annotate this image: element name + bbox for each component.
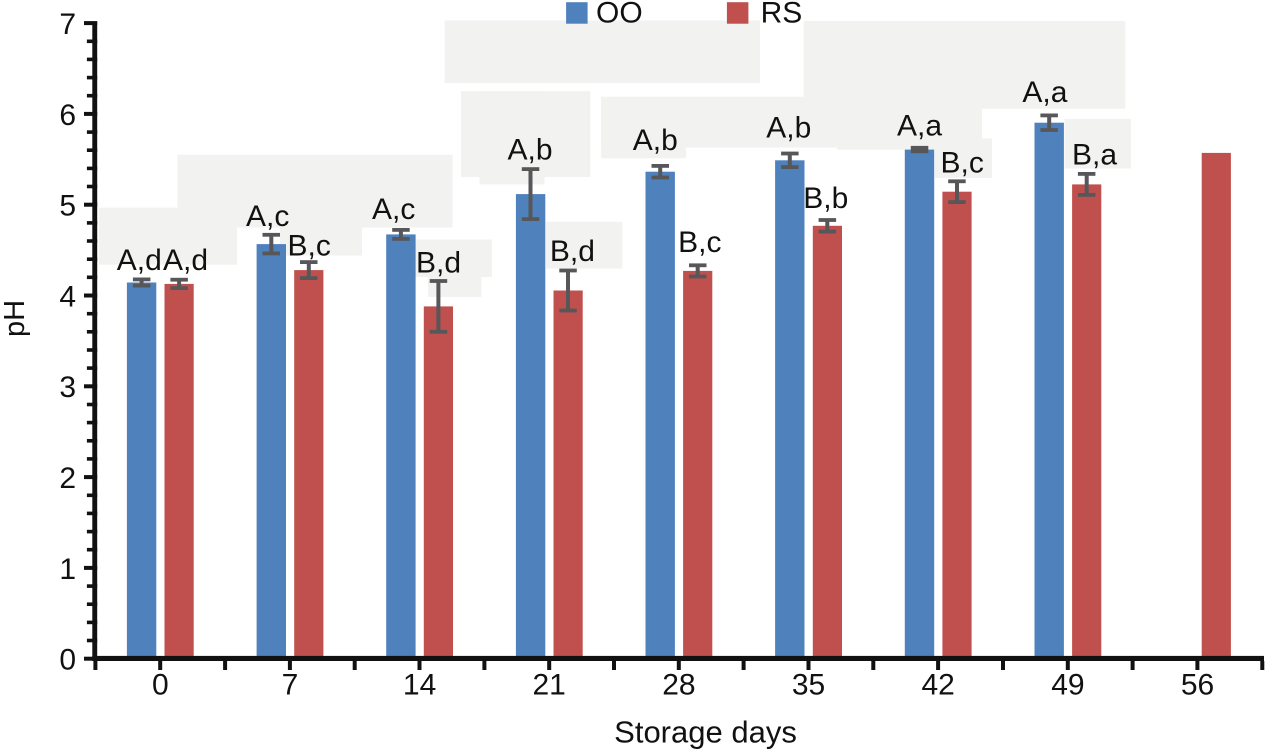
svg-text:B,c: B,c [941,147,984,180]
svg-text:Storage days: Storage days [614,715,797,749]
svg-text:A,a: A,a [897,109,942,142]
svg-text:OO: OO [596,0,643,30]
svg-text:0: 0 [59,644,76,677]
svg-text:56: 56 [1181,669,1214,702]
svg-text:B,c: B,c [678,226,721,259]
svg-text:A,c: A,c [246,200,289,233]
svg-text:6: 6 [59,99,76,132]
svg-text:A,c: A,c [372,193,415,226]
svg-text:4: 4 [59,280,76,313]
svg-text:RS: RS [761,0,803,30]
svg-text:A,b: A,b [766,112,811,145]
svg-text:7: 7 [282,669,299,702]
svg-text:5: 5 [59,190,76,223]
svg-text:14: 14 [403,669,436,702]
svg-text:3: 3 [59,371,76,404]
svg-text:B,a: B,a [1072,138,1117,171]
svg-text:B,c: B,c [288,230,331,263]
svg-text:7: 7 [59,8,76,41]
svg-text:1: 1 [59,553,76,586]
svg-text:0: 0 [152,669,169,702]
svg-text:A,d: A,d [117,244,162,277]
svg-text:A,d: A,d [163,244,208,277]
svg-text:49: 49 [1051,669,1084,702]
svg-text:42: 42 [922,669,955,702]
svg-text:B,b: B,b [803,182,848,215]
svg-text:2: 2 [59,462,76,495]
svg-text:A,b: A,b [633,124,678,157]
svg-text:B,d: B,d [416,247,461,280]
svg-text:28: 28 [662,669,695,702]
svg-text:A,b: A,b [508,134,553,167]
svg-text:35: 35 [792,669,825,702]
svg-text:pH: pH [0,300,31,337]
svg-text:A,a: A,a [1022,76,1067,109]
svg-text:B,d: B,d [550,235,595,268]
svg-text:21: 21 [533,669,566,702]
